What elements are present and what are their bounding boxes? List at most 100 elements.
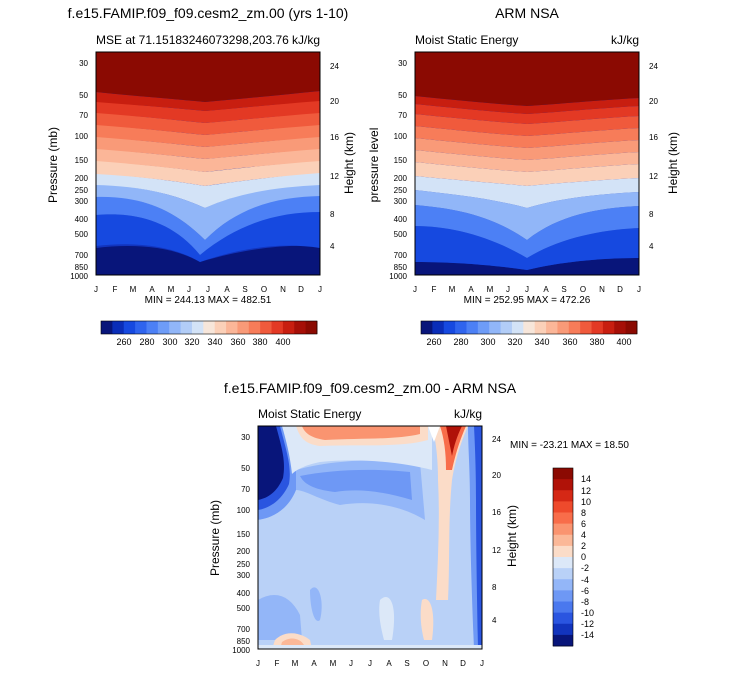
panel3-ylabel-right: Height (km) xyxy=(505,505,519,567)
panel-model-mse: f.e15.FAMIP.f09_f09.cesm2_zm.00 (yrs 1-1… xyxy=(46,5,356,306)
colorbar-top-left-swatches xyxy=(101,321,318,334)
panel1-title: f.e15.FAMIP.f09_f09.cesm2_zm.00 (yrs 1-1… xyxy=(68,5,349,21)
x-tick-label: D xyxy=(460,659,466,668)
colorbar-swatch xyxy=(553,479,573,491)
panel2-subtitle-right: kJ/kg xyxy=(611,33,639,47)
colorbar-swatch xyxy=(443,321,456,334)
panel3-stats: MIN = -23.21 MAX = 18.50 xyxy=(510,440,629,451)
colorbar-tick-label: 280 xyxy=(453,337,468,347)
x-tick-label: J xyxy=(525,285,529,294)
panel1-y-right-ticks: 24 20 16 12 8 4 xyxy=(330,62,339,251)
colorbar-swatch xyxy=(180,321,193,334)
x-tick-label: O xyxy=(580,285,586,294)
y-tick-label: 500 xyxy=(237,604,251,613)
colorbar-swatch xyxy=(214,321,227,334)
colorbar-bottom: 14 12 10 8 6 4 2 0 -2 -4 -6 -8 -10 -12 -… xyxy=(552,467,594,647)
y-tick-label: 700 xyxy=(237,625,251,634)
panel3-subtitle-left: Moist Static Energy xyxy=(258,407,361,421)
colorbar-swatch xyxy=(101,321,113,334)
y-tick-label: 200 xyxy=(75,174,89,183)
colorbar-tick-label: 340 xyxy=(534,337,549,347)
colorbar-swatch xyxy=(146,321,159,334)
y-tick-label: 700 xyxy=(394,251,408,260)
colorbar-swatch xyxy=(546,321,558,334)
colorbar-tick-label: 360 xyxy=(562,337,577,347)
panel2-ylabel: pressure level xyxy=(367,128,381,203)
panel3-field xyxy=(258,426,482,649)
panel3-frame xyxy=(257,425,483,650)
panel2-ylabel-right: Height (km) xyxy=(666,132,680,194)
colorbar-swatch xyxy=(553,601,573,614)
panel1-subtitle-right: kJ/kg xyxy=(292,33,320,47)
colorbar-swatch xyxy=(248,321,261,334)
colorbar-swatch xyxy=(226,321,238,334)
x-tick-label: M xyxy=(449,285,456,294)
colorbar-swatch xyxy=(614,321,627,334)
x-tick-label: J xyxy=(256,659,260,668)
y-tick-label: 70 xyxy=(79,111,88,120)
x-tick-label: O xyxy=(423,659,429,668)
colorbar-bottom-swatches xyxy=(553,468,573,647)
y-tick-label: 850 xyxy=(394,263,408,272)
height-tick-label: 8 xyxy=(492,583,497,592)
height-tick-label: 12 xyxy=(492,546,501,555)
colorbar-tick-label: 260 xyxy=(426,337,441,347)
x-tick-label: D xyxy=(617,285,623,294)
colorbar-tick-label: 12 xyxy=(581,486,591,496)
x-tick-label: J xyxy=(318,285,322,294)
colorbar-swatch xyxy=(553,534,573,547)
colorbar-swatch xyxy=(625,321,638,334)
colorbar-tick-label: -8 xyxy=(581,597,589,607)
colorbar-swatch xyxy=(553,590,573,602)
colorbar-tick-label: 300 xyxy=(480,337,495,347)
colorbar-swatch xyxy=(477,321,490,334)
x-tick-label: F xyxy=(275,659,280,668)
y-tick-label: 150 xyxy=(394,156,408,165)
height-tick-label: 20 xyxy=(330,97,339,106)
colorbar-tick-label: 280 xyxy=(139,337,154,347)
colorbar-tick-label: 340 xyxy=(207,337,222,347)
height-tick-label: 20 xyxy=(492,471,501,480)
height-tick-label: 8 xyxy=(330,210,335,219)
colorbar-swatch xyxy=(553,490,573,502)
colorbar-swatch xyxy=(523,321,536,334)
y-tick-label: 150 xyxy=(237,530,251,539)
colorbar-swatch xyxy=(580,321,592,334)
x-tick-label: A xyxy=(468,285,474,294)
colorbar-tick-label: -4 xyxy=(581,575,589,585)
x-tick-label: N xyxy=(442,659,448,668)
colorbar-swatch xyxy=(305,321,318,334)
height-tick-label: 4 xyxy=(649,242,654,251)
height-tick-label: 4 xyxy=(330,242,335,251)
y-tick-label: 250 xyxy=(75,186,89,195)
panel2-title: ARM NSA xyxy=(495,5,559,21)
x-tick-label: F xyxy=(432,285,437,294)
panel2-y-right-ticks: 24 20 16 12 8 4 xyxy=(649,62,658,251)
colorbar-tick-label: -14 xyxy=(581,630,594,640)
y-tick-label: 500 xyxy=(394,230,408,239)
height-tick-label: 16 xyxy=(492,508,501,517)
panel2-subtitle-left: Moist Static Energy xyxy=(415,33,518,47)
x-tick-label: D xyxy=(298,285,304,294)
y-tick-label: 50 xyxy=(79,91,88,100)
y-tick-label: 700 xyxy=(75,251,89,260)
x-tick-label: O xyxy=(261,285,267,294)
colorbar-swatch xyxy=(553,545,573,558)
colorbar-swatch xyxy=(553,568,573,580)
panel1-field xyxy=(96,52,320,275)
x-tick-label: J xyxy=(637,285,641,294)
colorbar-swatch xyxy=(591,321,604,334)
colorbar-swatch xyxy=(511,321,524,334)
panel3-title: f.e15.FAMIP.f09_f09.cesm2_zm.00 - ARM NS… xyxy=(224,380,517,396)
y-tick-label: 70 xyxy=(241,485,250,494)
y-tick-label: 200 xyxy=(394,174,408,183)
colorbar-tick-label: -10 xyxy=(581,608,594,618)
y-tick-label: 300 xyxy=(75,197,89,206)
y-tick-label: 400 xyxy=(237,589,251,598)
colorbar-tick-label: 300 xyxy=(162,337,177,347)
panel3-subtitle-right: kJ/kg xyxy=(454,407,482,421)
colorbar-tick-label: 2 xyxy=(581,541,586,551)
colorbar-swatch xyxy=(169,321,181,334)
x-tick-label: A xyxy=(543,285,549,294)
colorbar-swatch xyxy=(553,501,573,513)
